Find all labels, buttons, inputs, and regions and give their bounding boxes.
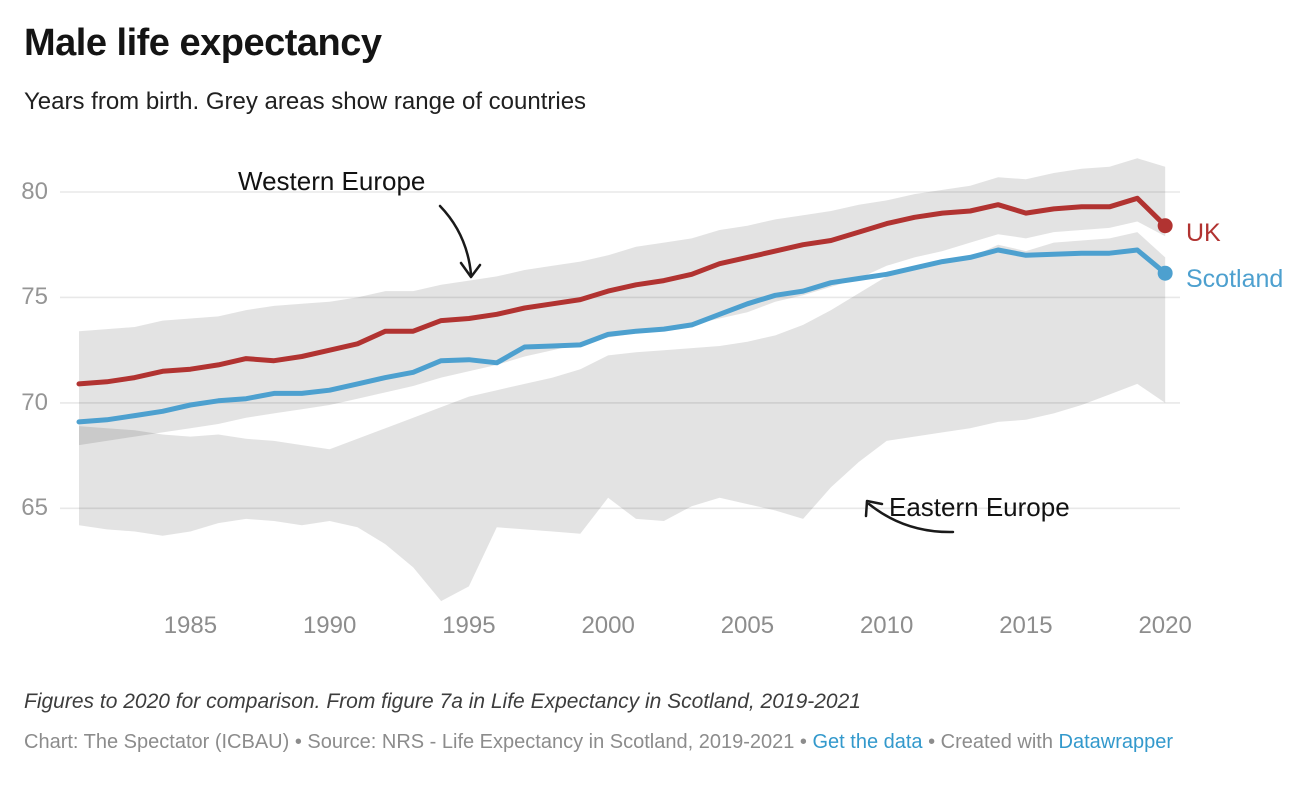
uk-series-label: UK [1186, 219, 1221, 247]
y-axis-tick-label-80: 80 [21, 178, 48, 205]
datawrapper-link[interactable]: Datawrapper [1058, 731, 1174, 753]
scotland-line [76, 247, 1168, 425]
western-europe-band-label: Western Europe [238, 166, 426, 196]
x-axis-tick-label-2005: 2005 [720, 612, 775, 639]
y-axis-tick-label-70: 70 [21, 388, 48, 416]
x-axis-tick-label-1985: 1985 [163, 612, 218, 639]
western-europe-band-area [79, 158, 1166, 446]
x-axis-tick-label-1990: 1990 [302, 612, 357, 639]
x-axis-tick-label-2000: 2000 [581, 612, 635, 639]
western-europe-arrow [438, 204, 482, 279]
x-axis-tick-label-1995: 1995 [442, 612, 496, 639]
range-bands-layer [79, 158, 1166, 602]
eastern-europe-band-area [79, 232, 1166, 602]
byline-source-text: Chart: The Spectator (ICBAU) • Source: N… [24, 731, 813, 753]
get-the-data-link[interactable]: Get the data [812, 731, 923, 753]
chart-notes: Figures to 2020 for comparison. From fig… [24, 690, 861, 713]
byline-created-text: • Created with [922, 731, 1059, 753]
uk-line [76, 195, 1168, 387]
x-axis-tick-label-2010: 2010 [859, 612, 914, 639]
uk-endpoint-dot [1157, 218, 1173, 234]
x-axis-tick-label-2020: 2020 [1138, 612, 1192, 639]
y-axis-tick-label-75: 75 [21, 283, 48, 311]
y-axis-tick-label-65: 65 [21, 494, 48, 522]
x-axis-tick-label-2015: 2015 [999, 612, 1053, 639]
gridlines-layer [60, 191, 1180, 510]
page-title: Male life expectancy [24, 22, 382, 64]
scotland-endpoint-dot [1157, 265, 1173, 281]
scotland-series-label: Scotland [1186, 265, 1284, 293]
chart-byline: Chart: The Spectator (ICBAU) • Source: N… [24, 731, 1173, 754]
series-lines-layer [76, 195, 1173, 425]
eastern-europe-arrow [864, 499, 955, 534]
page-subtitle: Years from birth. Grey areas show range … [24, 88, 587, 115]
eastern-europe-band-label: Eastern Europe [889, 492, 1070, 522]
